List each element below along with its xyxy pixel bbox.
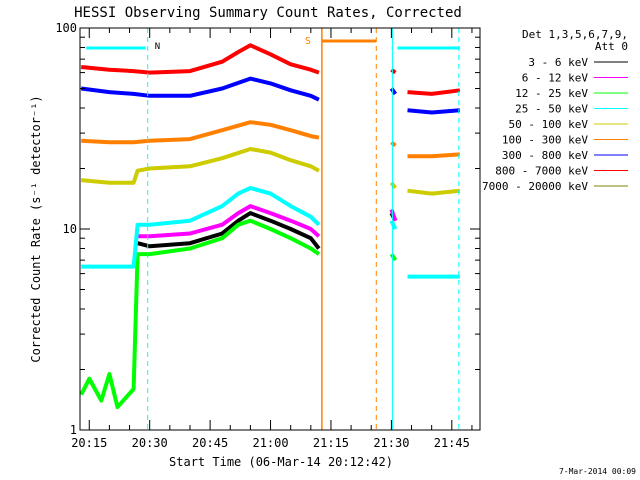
series-line-7: [407, 88, 461, 96]
series-line-7: [81, 43, 320, 75]
x-axis-label: Start Time (06-Mar-14 20:12:42): [169, 455, 393, 469]
legend-label-3: 25 - 50 keV: [515, 103, 588, 116]
chart-title: HESSI Observing Summary Count Rates, Cor…: [74, 5, 462, 21]
y-tick-label: 10: [63, 222, 77, 236]
series-line-4: [407, 188, 461, 196]
x-tick-label: 21:00: [252, 436, 288, 450]
saa-label: S: [305, 36, 311, 47]
legend-header-line-2: Att 0: [595, 40, 628, 53]
legend-label-6: 300 - 800 keV: [502, 149, 588, 162]
legend-label-1: 6 - 12 keV: [522, 72, 589, 85]
timestamp: 7-Mar-2014 00:09: [559, 467, 636, 476]
x-tick-label: 20:15: [71, 436, 107, 450]
series-line-5: [407, 152, 461, 159]
legend-label-0: 3 - 6 keV: [528, 56, 588, 69]
plot-area: [79, 43, 461, 410]
y-tick-label: 100: [55, 21, 77, 35]
legend-label-7: 800 - 7000 keV: [495, 165, 588, 178]
x-tick-label: 20:45: [192, 436, 228, 450]
series-line-6: [80, 76, 320, 102]
series-line-1: [137, 204, 321, 239]
series-line-6: [407, 108, 461, 115]
legend-label-8: 7000 - 20000 keV: [482, 180, 588, 193]
legend-header-line-1: Det 1,3,5,6,7,9,: [522, 28, 628, 41]
x-tick-label: 21:15: [313, 436, 349, 450]
series-line-4: [81, 147, 320, 185]
x-tick-label: 21:45: [434, 436, 470, 450]
x-tick-label: 21:30: [373, 436, 409, 450]
series-line-2: [79, 218, 321, 410]
series-line-3: [81, 186, 321, 269]
legend-label-4: 50 - 100 keV: [509, 118, 589, 131]
y-axis-label: Corrected Count Rate (s⁻¹ detector⁻¹): [29, 95, 43, 362]
series-line-5: [81, 120, 320, 145]
legend-label-5: 100 - 300 keV: [502, 134, 588, 147]
legend: 3 - 6 keV 6 - 12 keV 12 - 25 keV 25 - 50 ke…: [482, 56, 628, 193]
x-tick-label: 20:30: [132, 436, 168, 450]
legend-label-2: 12 - 25 keV: [515, 87, 588, 100]
series-line-0: [137, 211, 321, 250]
axes: 1 10 100 20:15 20:30 20:45 21:00 21:15 21:30 21:4…: [55, 21, 481, 450]
y-tick-label: 1: [70, 423, 77, 437]
night-label: N: [155, 42, 160, 52]
